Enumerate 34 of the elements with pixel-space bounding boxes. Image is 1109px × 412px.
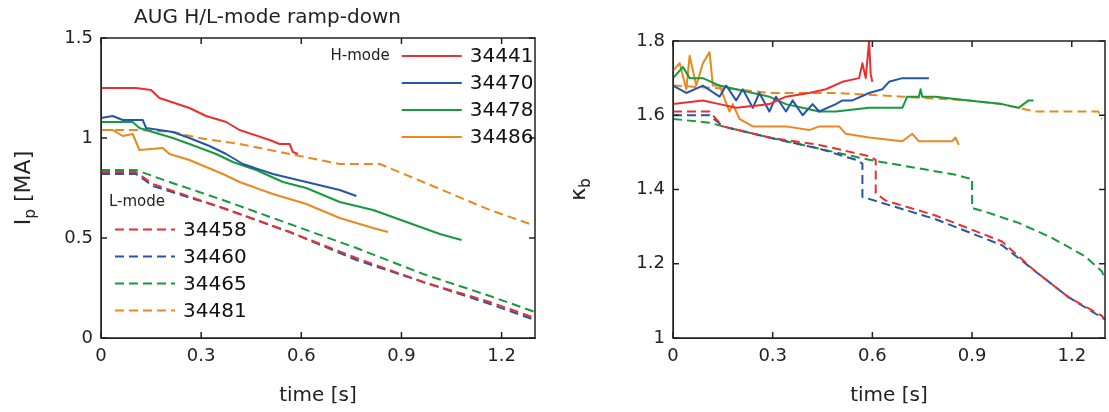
- legend-label: 34441: [469, 43, 534, 68]
- y-tick-label: 1: [653, 325, 665, 347]
- x-tick-label: 1.2: [487, 344, 516, 366]
- text: H-mode: [330, 45, 390, 64]
- x-tick-label: 0.3: [758, 344, 788, 366]
- legend-label: 34470: [469, 70, 534, 95]
- legend-label: 34460: [183, 243, 247, 268]
- x-axis-title: time [s]: [279, 382, 357, 407]
- x-tick-label: 1.2: [1057, 344, 1087, 366]
- y-axis-title: κb: [564, 178, 594, 201]
- x-tick-label: 0: [667, 344, 679, 366]
- legend-label: 34458: [183, 216, 247, 241]
- y-tick-label: 1.4: [636, 177, 665, 199]
- legend-label: 34465: [183, 270, 247, 295]
- x-axis-title: time [s]: [850, 382, 928, 407]
- legend-label: 34481: [183, 297, 247, 322]
- legend-label: 34478: [469, 97, 534, 122]
- x-tick-label: 0.6: [286, 344, 316, 366]
- y-tick-label: 0: [81, 325, 93, 347]
- y-tick-label: 1.8: [636, 28, 665, 50]
- x-tick-label: 0.6: [858, 344, 887, 366]
- x-tick-label: 0.3: [186, 344, 216, 366]
- x-tick-label: 0.9: [957, 344, 987, 366]
- x-tick-label: 0.9: [387, 344, 416, 366]
- y-tick-label: 0.5: [64, 225, 93, 247]
- legend-label: 34486: [469, 124, 534, 149]
- y-tick-label: 1.2: [636, 251, 665, 273]
- text: L-mode: [109, 192, 166, 211]
- y-axis-title: Ip [MA]: [9, 150, 39, 226]
- y-tick-label: 1.5: [64, 25, 93, 47]
- y-tick-label: 1: [81, 125, 93, 147]
- chart-title: AUG H/L-mode ramp-down: [134, 4, 401, 29]
- x-tick-label: 0: [95, 344, 107, 366]
- y-tick-label: 1.6: [636, 102, 665, 124]
